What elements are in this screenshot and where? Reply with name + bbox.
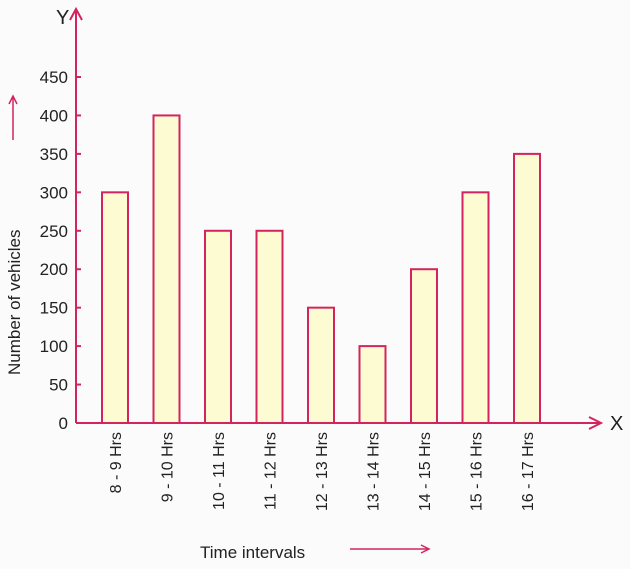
- y-tick-label: 0: [59, 414, 68, 433]
- x-axis-title: Time intervals: [200, 543, 305, 562]
- x-axis-letter: X: [610, 413, 623, 435]
- y-tick-label: 250: [40, 222, 68, 241]
- x-label-arrow-icon: [420, 544, 431, 554]
- y-tick-label: 350: [40, 145, 68, 164]
- x-tick-label: 11 - 12 Hrs: [263, 432, 280, 510]
- bar: [461, 191, 490, 424]
- bar: [204, 229, 232, 424]
- bar: [513, 152, 541, 424]
- y-tick-label: 100: [40, 337, 68, 356]
- y-tick-label: 300: [40, 183, 68, 202]
- bar: [307, 306, 335, 424]
- x-tick-label: 13 - 14 Hrs: [366, 432, 383, 511]
- y-tick-label: 400: [40, 106, 68, 125]
- x-tick-label: 16 - 17 Hrs: [520, 432, 537, 511]
- x-axis-arrow-icon: [588, 416, 604, 430]
- y-label-arrow-icon: [8, 94, 18, 105]
- x-tick-label: 15 - 16 Hrs: [469, 432, 486, 511]
- y-axis-arrow-icon: [69, 6, 83, 21]
- y-tick-label: 150: [40, 299, 68, 318]
- bar: [358, 345, 387, 424]
- x-tick-label: 8 - 9 Hrs: [108, 432, 125, 493]
- bar: [410, 268, 438, 424]
- x-tick-label: 12 - 13 Hrs: [314, 432, 331, 511]
- y-tick-label: 450: [40, 68, 68, 87]
- bar: [152, 114, 181, 424]
- bar: [101, 191, 129, 424]
- x-tick-label: 9 - 10 Hrs: [160, 432, 177, 502]
- bar: [255, 229, 284, 424]
- x-tick-label: 14 - 15 Hrs: [417, 432, 434, 511]
- y-tick-label: 200: [40, 260, 68, 279]
- y-axis-title: Number of vehicles: [5, 229, 24, 375]
- y-tick-label: 50: [49, 376, 68, 395]
- y-axis-letter: Y: [56, 7, 69, 29]
- x-tick-label: 10 - 11 Hrs: [211, 432, 228, 510]
